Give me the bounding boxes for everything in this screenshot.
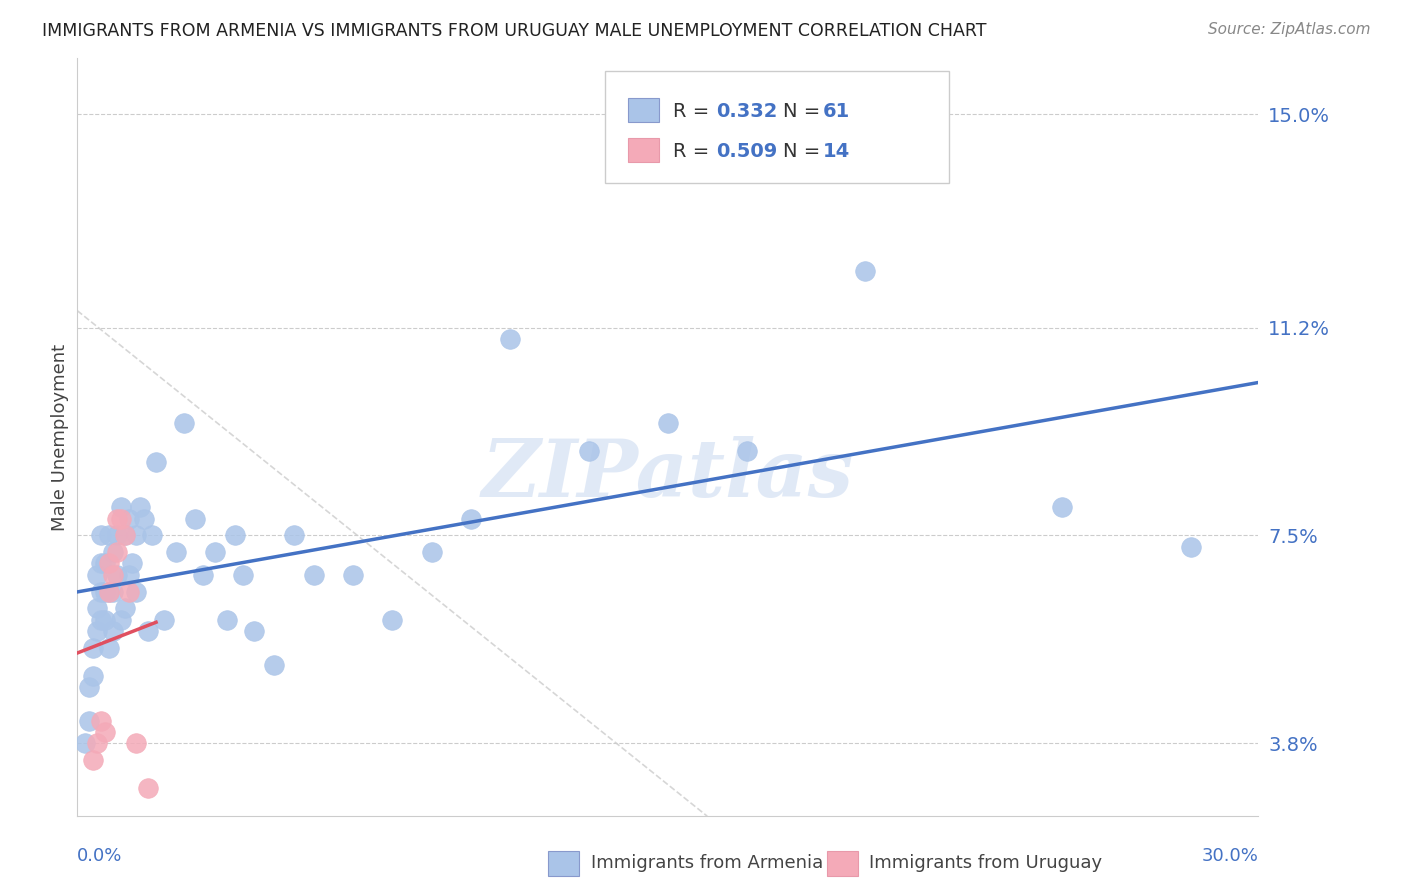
- Point: [94, 613, 117, 627]
- Text: IMMIGRANTS FROM ARMENIA VS IMMIGRANTS FROM URUGUAY MALE UNEMPLOYMENT CORRELATION: IMMIGRANTS FROM ARMENIA VS IMMIGRANTS FR…: [42, 22, 987, 40]
- Text: 0.332: 0.332: [716, 102, 778, 121]
- Text: N =: N =: [783, 142, 827, 161]
- Point: [110, 511, 132, 525]
- Point: [101, 545, 124, 559]
- Point: [101, 624, 124, 638]
- Text: R =: R =: [673, 102, 716, 121]
- Point: [110, 613, 132, 627]
- Point: [110, 500, 132, 515]
- Point: [117, 567, 139, 582]
- Point: [184, 511, 207, 525]
- Point: [97, 584, 120, 599]
- Point: [105, 545, 128, 559]
- Point: [117, 584, 139, 599]
- Point: [853, 264, 876, 278]
- Point: [165, 545, 187, 559]
- Point: [86, 567, 108, 582]
- Point: [1050, 500, 1073, 515]
- Point: [283, 528, 305, 542]
- Point: [129, 500, 152, 515]
- Text: 61: 61: [823, 102, 849, 121]
- Point: [145, 455, 167, 469]
- Point: [499, 332, 522, 346]
- Point: [263, 657, 285, 672]
- Point: [82, 640, 104, 655]
- Text: 14: 14: [823, 142, 849, 161]
- Point: [94, 584, 117, 599]
- Point: [302, 567, 325, 582]
- Point: [97, 640, 120, 655]
- Point: [114, 528, 136, 542]
- Point: [121, 557, 143, 571]
- Point: [97, 584, 120, 599]
- Point: [90, 613, 112, 627]
- Point: [578, 444, 600, 458]
- Point: [136, 781, 159, 796]
- Point: [224, 528, 246, 542]
- Text: 30.0%: 30.0%: [1202, 847, 1258, 864]
- Point: [215, 613, 238, 627]
- Point: [82, 669, 104, 683]
- Text: 0.509: 0.509: [716, 142, 778, 161]
- Point: [90, 714, 112, 728]
- Point: [134, 511, 156, 525]
- Point: [735, 444, 758, 458]
- Point: [90, 528, 112, 542]
- Point: [460, 511, 482, 525]
- Point: [114, 528, 136, 542]
- Text: R =: R =: [673, 142, 716, 161]
- Point: [90, 557, 112, 571]
- Point: [117, 511, 139, 525]
- Point: [86, 601, 108, 615]
- Text: 0.0%: 0.0%: [77, 847, 122, 864]
- Point: [86, 624, 108, 638]
- Point: [101, 584, 124, 599]
- Point: [204, 545, 226, 559]
- Point: [125, 736, 148, 750]
- Point: [657, 416, 679, 430]
- Point: [125, 584, 148, 599]
- Point: [141, 528, 163, 542]
- Point: [381, 613, 404, 627]
- Text: Immigrants from Armenia: Immigrants from Armenia: [591, 855, 823, 872]
- Point: [97, 528, 120, 542]
- Point: [193, 567, 215, 582]
- Point: [82, 753, 104, 767]
- Point: [101, 567, 124, 582]
- Point: [114, 601, 136, 615]
- Point: [86, 736, 108, 750]
- Point: [136, 624, 159, 638]
- Text: Immigrants from Uruguay: Immigrants from Uruguay: [869, 855, 1102, 872]
- Point: [105, 567, 128, 582]
- Point: [173, 416, 195, 430]
- Point: [125, 528, 148, 542]
- Point: [243, 624, 266, 638]
- Y-axis label: Male Unemployment: Male Unemployment: [51, 343, 69, 531]
- Point: [77, 680, 100, 694]
- Text: Source: ZipAtlas.com: Source: ZipAtlas.com: [1208, 22, 1371, 37]
- Point: [94, 557, 117, 571]
- Point: [105, 511, 128, 525]
- Point: [75, 736, 97, 750]
- Point: [90, 584, 112, 599]
- Point: [1180, 540, 1202, 554]
- Point: [420, 545, 443, 559]
- Point: [97, 557, 120, 571]
- Point: [342, 567, 364, 582]
- Text: ZIPatlas: ZIPatlas: [482, 436, 853, 514]
- Point: [77, 714, 100, 728]
- Point: [105, 528, 128, 542]
- Point: [94, 725, 117, 739]
- Point: [153, 613, 176, 627]
- Point: [232, 567, 254, 582]
- Text: N =: N =: [783, 102, 827, 121]
